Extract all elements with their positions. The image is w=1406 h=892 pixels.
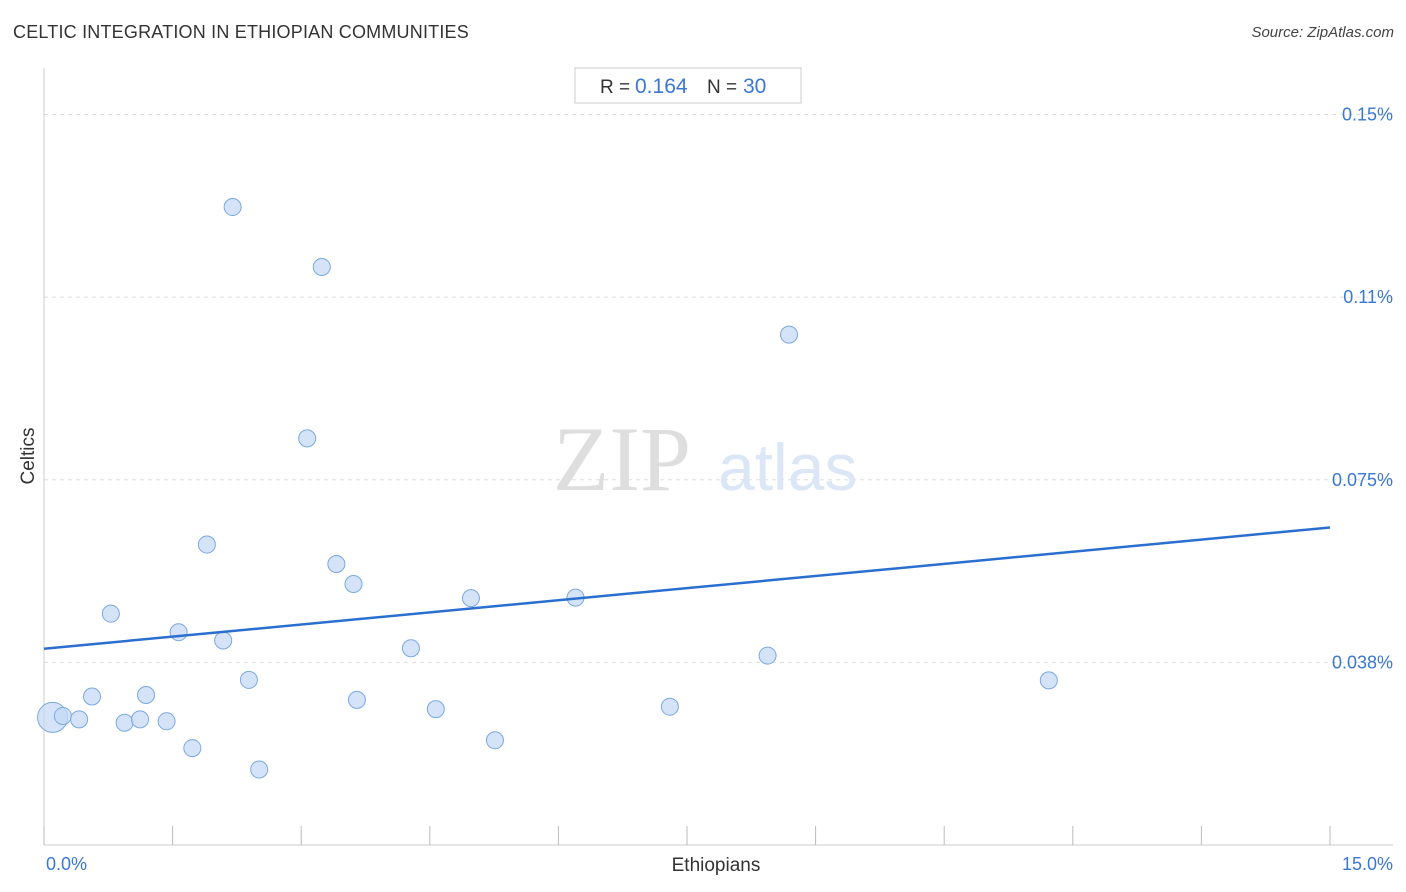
r-label: R = [600,77,630,98]
data-point-8 [157,712,176,731]
trendline-layer [43,526,1331,650]
n-label: N = [707,77,737,98]
data-point-3 [83,687,102,706]
data-point-16 [298,429,317,448]
data-point-4 [101,604,120,623]
data-point-1 [53,706,72,725]
n-value: 30 [743,75,766,98]
data-point-24 [485,731,504,750]
watermark-zip: ZIP [553,408,691,510]
data-point-2 [70,710,89,729]
x-tick-label-0: 0.0% [46,854,87,874]
data-point-17 [312,257,331,276]
data-point-6 [131,710,150,729]
x-axis-title: Ethiopians [672,855,761,876]
data-point-23 [461,589,480,608]
gridlines [44,114,1393,663]
trendline [43,526,1331,650]
data-point-29 [1039,671,1058,690]
data-point-7 [137,686,156,705]
y-tick-label-0: 0.038% [1332,652,1393,672]
data-point-26 [660,697,679,716]
x-ticks [43,826,1331,845]
y-tick-label-3: 0.15% [1342,105,1393,125]
data-point-20 [347,690,366,709]
tick-labels: 0.038% 0.075% 0.11% 0.15% 0.0% 15.0% [46,105,1393,874]
data-point-18 [327,555,346,574]
r-value: 0.164 [635,75,688,98]
data-point-12 [214,631,233,650]
data-point-10 [183,739,202,758]
data-points [37,198,1058,779]
data-point-9 [169,623,188,642]
x-tick-label-1: 15.0% [1342,854,1393,874]
data-point-19 [344,574,363,593]
data-point-5 [115,713,134,732]
y-tick-label-2: 0.11% [1343,287,1393,307]
chart-title: CELTIC INTEGRATION IN ETHIOPIAN COMMUNIT… [13,22,469,42]
data-point-13 [223,198,242,217]
stats-box: R = 0.164 N = 30 [574,67,802,104]
source-credit: Source: ZipAtlas.com [1251,24,1394,41]
stats-box-frame [574,67,802,104]
data-point-22 [426,700,445,719]
y-axis-title: Celtics [18,427,39,484]
data-point-27 [758,646,777,665]
watermark-atlas: atlas [718,430,857,504]
watermark: ZIP atlas [553,408,857,510]
y-tick-label-1: 0.075% [1332,470,1393,490]
data-point-21 [401,639,420,658]
data-point-15 [250,760,269,779]
data-point-11 [197,535,216,554]
data-point-28 [780,325,799,344]
data-point-14 [239,670,258,689]
